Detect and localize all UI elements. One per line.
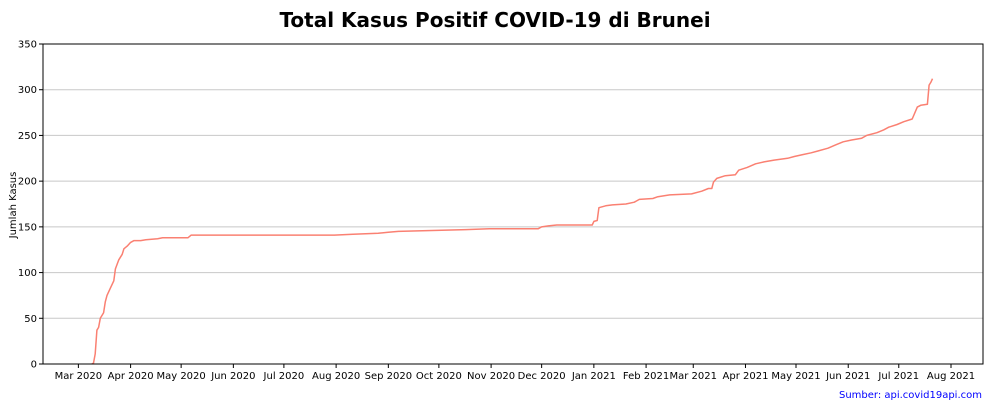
x-tick-label: Sep 2020 (365, 371, 412, 382)
x-tick-label: Aug 2020 (312, 371, 360, 382)
y-tick-label: 300 (18, 85, 37, 96)
y-tick-label: 150 (18, 222, 37, 233)
plot-frame (42, 43, 984, 365)
y-tick-label: 50 (24, 314, 37, 325)
x-tick-label: Jul 2020 (263, 371, 305, 382)
x-tick-label: Feb 2021 (623, 371, 669, 382)
gridlines (43, 89, 983, 319)
x-tick-label: May 2021 (771, 371, 820, 382)
x-tick-label: Aug 2021 (927, 371, 975, 382)
y-tick-label: 350 (18, 40, 37, 51)
x-tick-label: Mar 2021 (670, 371, 718, 382)
x-tick-label: Jul 2021 (877, 371, 919, 382)
x-tick-label: Oct 2020 (416, 371, 462, 382)
x-tick-label: Jun 2021 (825, 371, 870, 382)
y-tick-label: 0 (31, 360, 37, 371)
x-tick-label: Dec 2020 (518, 371, 566, 382)
x-tick-label: Apr 2020 (108, 371, 154, 382)
y-axis-label: Jumlah Kasus (8, 172, 19, 240)
y-tick-label: 250 (18, 131, 37, 142)
source-attribution: Sumber: api.covid19api.com (839, 390, 982, 401)
x-axis: Mar 2020 Apr 2020 May 2020 Jun 2020 Jul 2020… (55, 364, 975, 382)
x-tick-label: Jun 2020 (210, 371, 255, 382)
x-tick-label: Jan 2021 (571, 371, 616, 382)
x-tick-label: May 2020 (156, 371, 205, 382)
y-tick-label: 200 (18, 177, 37, 188)
x-tick-label: Nov 2020 (467, 371, 515, 382)
x-tick-label: Mar 2020 (55, 371, 103, 382)
y-axis: 0 50 100 150 200 250 300 350 (18, 40, 43, 371)
chart-title: Total Kasus Positif COVID-19 di Brunei (279, 8, 710, 32)
series-line-total-cases (91, 78, 934, 365)
x-tick-label: Apr 2021 (723, 371, 769, 382)
y-tick-label: 100 (18, 268, 37, 279)
